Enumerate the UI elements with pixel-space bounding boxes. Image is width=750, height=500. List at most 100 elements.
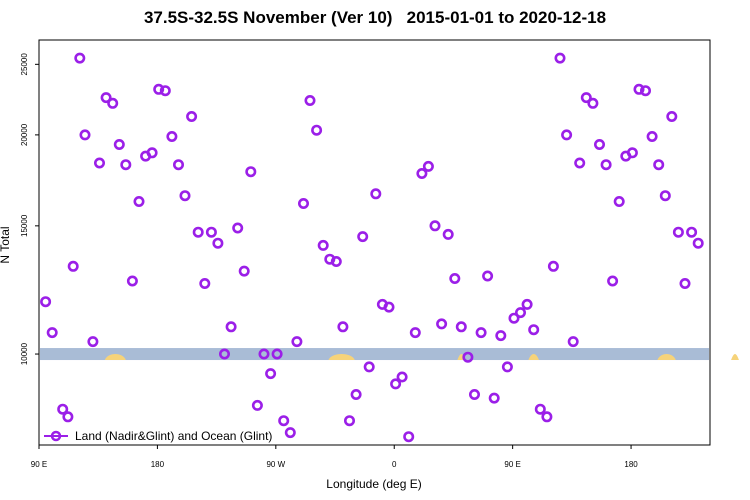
data-point — [521, 298, 533, 310]
data-point — [541, 411, 553, 423]
y-tick-label: 25000 — [20, 53, 29, 76]
data-point — [67, 260, 79, 272]
y-axis: 10000 15000 20000 25000 — [20, 53, 39, 365]
data-point — [495, 330, 507, 342]
data-point — [40, 296, 52, 308]
data-point — [271, 348, 283, 360]
data-point — [232, 222, 244, 234]
y-axis-title: N Total — [0, 226, 12, 263]
data-point — [337, 321, 349, 333]
data-point — [363, 361, 375, 373]
data-point — [94, 157, 106, 169]
data-point — [291, 336, 303, 348]
data-point — [639, 85, 651, 97]
data-point — [409, 327, 421, 339]
data-point — [646, 131, 658, 143]
data-point — [251, 399, 263, 411]
data-point — [120, 159, 132, 171]
chart-title: 37.5S-32.5S November (Ver 10) 2015-01-01… — [143, 8, 607, 27]
data-point — [179, 190, 191, 202]
data-point — [593, 139, 605, 151]
data-point — [580, 92, 592, 104]
data-point — [238, 265, 250, 277]
data-point — [468, 388, 480, 400]
data-point — [186, 111, 198, 123]
plot-frame — [38, 39, 711, 446]
y-tick-label: 10000 — [20, 342, 29, 365]
data-point — [528, 324, 540, 336]
data-point — [501, 361, 513, 373]
data-point — [192, 226, 204, 238]
data-point — [403, 431, 415, 443]
data-point — [74, 52, 86, 64]
data-point — [659, 190, 671, 202]
data-point — [212, 237, 224, 249]
land-segment — [731, 354, 739, 361]
x-tick-label: 90 E — [504, 460, 520, 469]
data-point — [370, 188, 382, 200]
x-tick-label: 90 E — [31, 460, 47, 469]
data-point — [284, 427, 296, 439]
data-point — [278, 415, 290, 427]
data-point — [133, 196, 145, 208]
data-point — [436, 318, 448, 330]
legend-label: Land (Nadir&Glint) and Ocean (Glint) — [75, 429, 272, 443]
data-point — [146, 147, 158, 159]
x-tick-label: 180 — [624, 460, 638, 469]
data-point — [692, 237, 704, 249]
legend-marker — [50, 430, 62, 442]
data-point — [554, 52, 566, 64]
ocean-band — [40, 348, 709, 361]
data-point — [350, 388, 362, 400]
land-ocean-strip — [40, 348, 739, 361]
data-point — [442, 228, 454, 240]
data-point — [429, 220, 441, 232]
data-point — [225, 321, 237, 333]
x-axis-title: Longitude (deg E) — [326, 477, 421, 491]
land-segment — [104, 354, 126, 361]
data-point — [173, 159, 185, 171]
data-point — [79, 129, 91, 141]
data-point — [205, 226, 217, 238]
data-point — [534, 403, 546, 415]
data-point — [653, 159, 665, 171]
data-point — [107, 97, 119, 109]
data-point — [166, 131, 178, 143]
data-point — [587, 97, 599, 109]
data-point — [330, 255, 342, 267]
data-point — [57, 403, 69, 415]
data-point — [317, 239, 329, 251]
land-segment — [528, 354, 539, 361]
data-point — [475, 327, 487, 339]
data-point — [488, 392, 500, 404]
data-point — [396, 371, 408, 383]
data-point — [600, 159, 612, 171]
data-point — [686, 226, 698, 238]
data-point — [265, 368, 277, 380]
data-point — [626, 147, 638, 159]
data-point — [561, 129, 573, 141]
land-segment — [657, 354, 676, 361]
data-point — [462, 351, 474, 363]
data-point — [633, 83, 645, 95]
data-point — [113, 139, 125, 151]
data-point — [199, 277, 211, 289]
data-point — [416, 168, 428, 180]
data-point — [422, 160, 434, 172]
data-point — [219, 348, 231, 360]
y-tick-label: 20000 — [20, 123, 29, 146]
data-point — [153, 83, 165, 95]
data-point — [304, 95, 316, 107]
data-point — [159, 85, 171, 97]
data-point — [613, 196, 625, 208]
x-tick-label: 90 W — [266, 460, 285, 469]
data-point — [449, 272, 461, 284]
data-point — [574, 157, 586, 169]
y-tick-label: 15000 — [20, 214, 29, 237]
data-point — [297, 198, 309, 210]
data-point — [383, 301, 395, 313]
data-point — [62, 411, 74, 423]
x-tick-label: 180 — [151, 460, 165, 469]
data-point — [607, 275, 619, 287]
